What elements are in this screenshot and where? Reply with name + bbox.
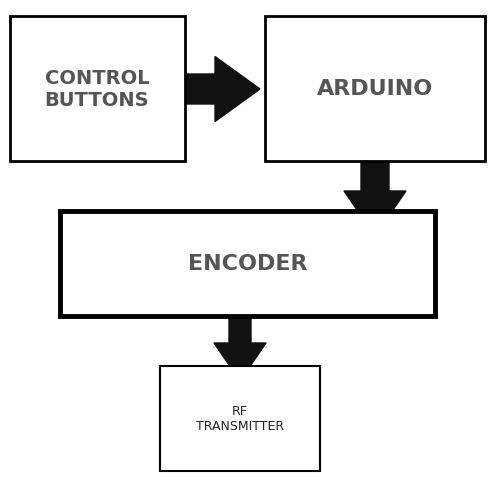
Bar (265, 16, 485, 161)
Bar (10, 16, 185, 161)
Text: CONTROL
BUTTONS: CONTROL BUTTONS (44, 69, 150, 109)
Text: RF
TRANSMITTER: RF TRANSMITTER (196, 405, 284, 433)
Bar (160, 366, 320, 471)
FancyArrow shape (214, 316, 266, 381)
FancyArrow shape (344, 161, 406, 236)
Bar (60, 211, 435, 316)
FancyArrow shape (185, 56, 260, 121)
Text: ARDUINO: ARDUINO (317, 79, 433, 99)
Text: ENCODER: ENCODER (188, 254, 308, 274)
